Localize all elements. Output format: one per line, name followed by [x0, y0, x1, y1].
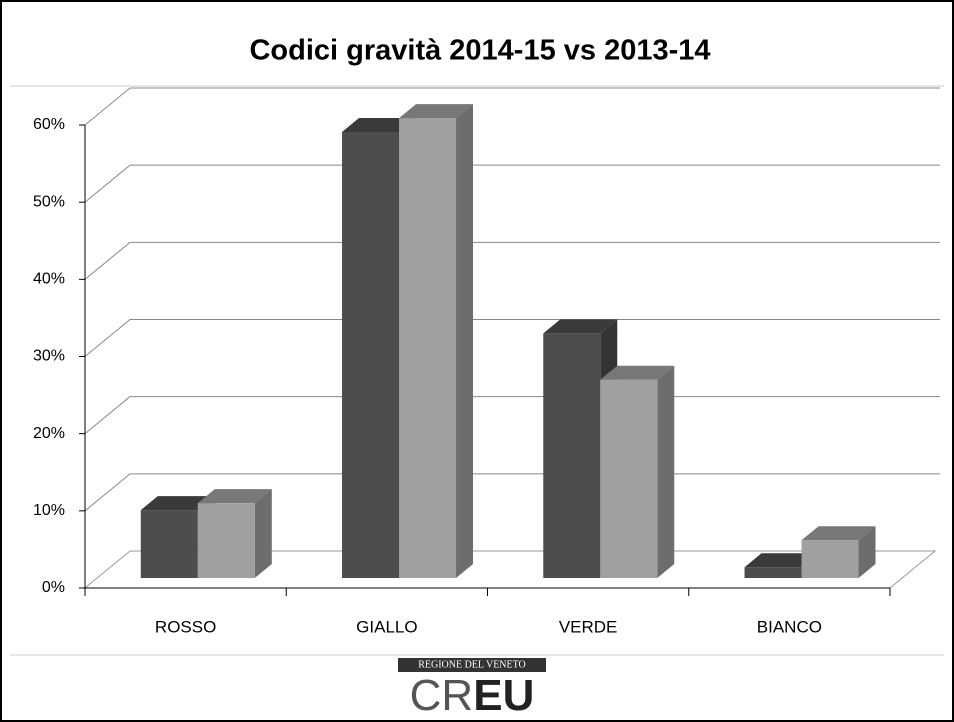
bar-front: [399, 118, 457, 579]
y-tick-label: 30%: [33, 348, 65, 365]
logo: REGIONE DEL VENETO CREU: [398, 658, 546, 720]
bar-front: [543, 333, 601, 579]
bar-side: [254, 489, 272, 579]
bar-side: [858, 526, 876, 579]
logo-band: [398, 658, 546, 672]
bar-front: [342, 131, 400, 579]
bar-front: [600, 379, 658, 579]
bar-front: [197, 503, 255, 579]
logo-part: EU: [473, 671, 534, 720]
grid-line: [84, 241, 940, 280]
x-tick-label: BIANCO: [757, 617, 822, 636]
x-tick-label: ROSSO: [155, 617, 216, 636]
bar: [399, 104, 474, 579]
bar-top: [197, 489, 272, 504]
y-tick-label: 60%: [33, 116, 65, 133]
bar-top: [140, 496, 215, 511]
bar-top: [342, 117, 417, 132]
bar: [197, 489, 272, 579]
bar-front: [140, 510, 198, 579]
bar: [801, 526, 876, 579]
logo-region: REGIONE DEL VENETO: [418, 659, 526, 670]
logo-part: CR: [410, 671, 474, 720]
bar-front: [744, 567, 802, 579]
grid-line: [84, 319, 940, 357]
bar-top: [801, 526, 876, 541]
bar-side: [657, 365, 675, 579]
bar-front: [801, 540, 859, 579]
x-tick-label: GIALLO: [356, 617, 417, 636]
y-tick-label: 20%: [33, 425, 65, 442]
bar: [600, 365, 675, 579]
bar-top: [744, 553, 819, 568]
grid-line: [84, 87, 940, 126]
chart-title: Codici gravità 2014-15 vs 2013-14: [249, 35, 710, 67]
bar-top: [600, 365, 675, 380]
logo-text: CREU: [410, 671, 535, 720]
y-tick-label: 0%: [42, 579, 65, 596]
x-tick-label: VERDE: [559, 617, 618, 636]
bar-top: [543, 319, 618, 334]
bar-side: [456, 104, 474, 579]
bar-top: [399, 104, 474, 119]
grid-line: [84, 164, 940, 203]
y-tick-label: 40%: [33, 271, 65, 288]
y-tick-label: 10%: [33, 502, 65, 519]
y-tick-label: 50%: [33, 193, 65, 210]
